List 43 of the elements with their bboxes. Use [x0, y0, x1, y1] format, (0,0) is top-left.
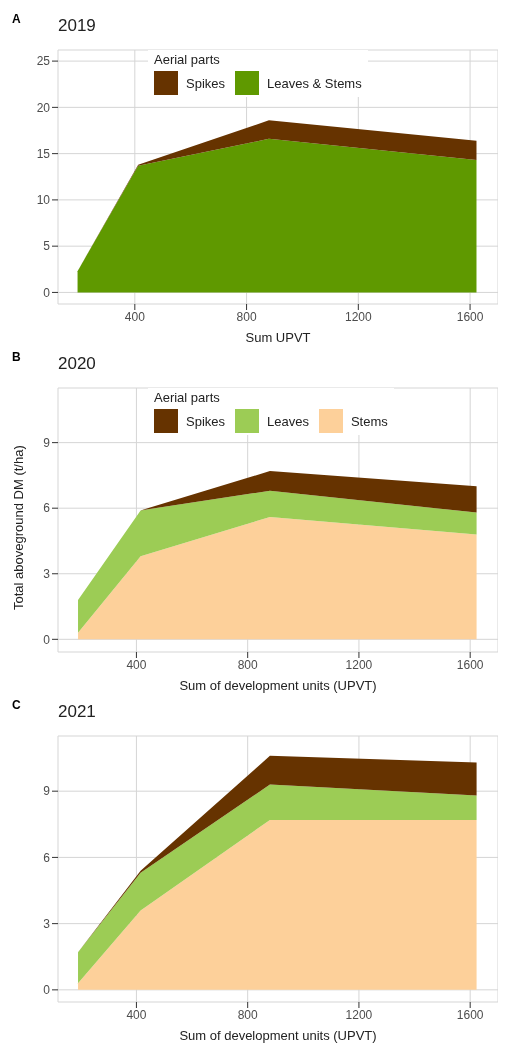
y-tick-label: 0 [43, 983, 51, 998]
x-tick-label: 400 [124, 309, 146, 324]
chart-title: 2020 [58, 354, 96, 374]
legend-label: Stems [350, 413, 388, 429]
x-tick-label: 400 [126, 657, 147, 672]
text: B [12, 350, 21, 364]
x-tick-label: 1600 [456, 309, 484, 324]
y-axis-title: Total aboveground DM (t/ha) [10, 445, 26, 610]
y-tick-label: 3 [43, 916, 51, 931]
y-tick-label: 20 [36, 100, 51, 115]
x-axis-title: Sum of development units (UPVT) [179, 1028, 377, 1043]
x-tick-label: 400 [126, 1007, 147, 1022]
x-tick-label: 800 [236, 309, 257, 324]
x-tick-label: 1200 [345, 1007, 373, 1022]
x-tick-label: 800 [237, 1007, 259, 1022]
y-tick-label: 9 [43, 435, 51, 450]
x-axis-title: Sum of development units (UPVT) [179, 678, 377, 693]
x-axis-title: Sum UPVT [245, 330, 311, 345]
x-tick-label: 1200 [344, 309, 372, 324]
chart-title: 2021 [58, 702, 96, 722]
y-tick-label: 0 [43, 285, 51, 300]
legend-label: Spikes [186, 75, 226, 91]
y-tick-label: 3 [43, 567, 51, 582]
y-tick-label: 5 [43, 239, 51, 254]
x-tick-label: 1600 [456, 657, 484, 672]
y-tick-label: 9 [43, 784, 51, 799]
legend-title: Aerial parts [154, 52, 221, 67]
legend-label: Leaves & Stems [267, 75, 362, 91]
x-tick-label: 800 [237, 657, 259, 672]
x-tick-label: 1200 [345, 657, 373, 672]
legend-label: Leaves [267, 413, 309, 429]
x-tick-label: 1600 [456, 1007, 484, 1022]
text: A [12, 12, 21, 26]
legend-title: Aerial parts [154, 390, 221, 405]
y-tick-label: 0 [43, 632, 51, 647]
legend-label: Spikes [186, 413, 226, 429]
y-tick-label: 15 [36, 146, 51, 161]
y-tick-label: 10 [36, 193, 51, 208]
y-tick-label: 6 [43, 501, 51, 516]
chart-title: 2019 [58, 16, 96, 36]
y-tick-label: 6 [43, 850, 51, 865]
y-tick-label: 25 [36, 54, 51, 69]
text: C [12, 698, 21, 712]
